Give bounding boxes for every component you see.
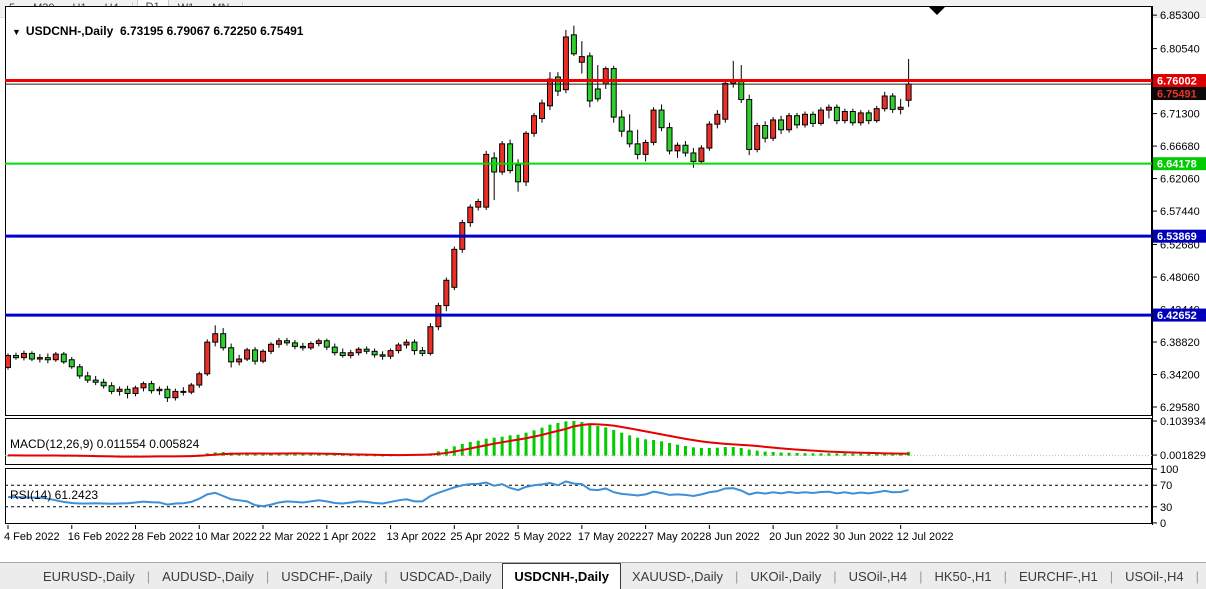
chart-tabs-bar: EURUSD-,Daily | AUDUSD-,Daily | USDCHF-,Dail… [0, 562, 1206, 589]
svg-text:6.48060: 6.48060 [1160, 272, 1200, 284]
tab-xauusd-daily[interactable]: XAUUSD-,Daily [632, 568, 724, 584]
svg-text:27 May 2022: 27 May 2022 [642, 531, 706, 543]
tab-separator: | [265, 568, 270, 584]
symbol-dropdown-icon[interactable]: ▼ [12, 27, 21, 37]
svg-text:0: 0 [1160, 518, 1166, 530]
tab-separator: | [384, 568, 388, 584]
svg-text:6.75491: 6.75491 [1157, 89, 1197, 101]
svg-text:5 May 2022: 5 May 2022 [514, 531, 571, 543]
svg-text:10 Mar 2022: 10 Mar 2022 [195, 531, 257, 543]
rsi-indicator-label: RSI(14) 61.2423 [10, 488, 99, 502]
pane-frames [5, 6, 1153, 525]
svg-text:20 Jun 2022: 20 Jun 2022 [769, 531, 830, 543]
rsi-line [8, 480, 909, 508]
tab-usdcad-daily[interactable]: USDCAD-,Daily [399, 568, 492, 584]
svg-text:12 Jul 2022: 12 Jul 2022 [897, 531, 954, 543]
svg-text:6.76002: 6.76002 [1157, 76, 1197, 88]
svg-text:13 Apr 2022: 13 Apr 2022 [387, 531, 446, 543]
tab-usoil-h4[interactable]: USOil-,H4 [848, 568, 908, 584]
svg-text:17 May 2022: 17 May 2022 [578, 531, 642, 543]
rsi-pane: 100 70 30 0 [5, 464, 1178, 530]
tab-eurchf-h1[interactable]: EURCHF-,H1 [1018, 568, 1098, 584]
price-axis: 6.85300 6.80540 6.71300 6.66680 6.62060 6.574… [1152, 10, 1200, 414]
chart-canvas[interactable]: 6.85300 6.80540 6.71300 6.66680 6.62060 6.574… [0, 0, 1206, 546]
chart-ohlc-values: 6.73195 6.79067 6.72250 6.75491 [119, 24, 304, 38]
svg-text:4 Feb 2022: 4 Feb 2022 [4, 531, 60, 543]
svg-text:100: 100 [1160, 464, 1178, 476]
date-axis: 4 Feb 2022 16 Feb 2022 28 Feb 2022 10 Mar 2… [4, 525, 954, 543]
svg-text:16 Feb 2022: 16 Feb 2022 [68, 531, 130, 543]
svg-text:30: 30 [1160, 502, 1172, 514]
tab-separator: | [146, 568, 151, 584]
tab-usdchf-daily[interactable]: USDCHF-,Daily [281, 568, 373, 584]
macd-indicator-label: MACD(12,26,9) 0.011554 0.005824 [10, 437, 200, 451]
chart-title: USDCNH-,Daily [25, 24, 114, 38]
svg-text:22 Mar 2022: 22 Mar 2022 [259, 531, 321, 543]
tab-separator: | [1003, 568, 1007, 584]
chart-area[interactable]: 6.85300 6.80540 6.71300 6.66680 6.62060 6.574… [0, 0, 1206, 562]
svg-text:0.001829: 0.001829 [1160, 450, 1206, 462]
hlines-layer [5, 79, 1152, 317]
svg-text:6.34200: 6.34200 [1160, 370, 1200, 382]
svg-text:6.71300: 6.71300 [1160, 109, 1200, 121]
svg-text:28 Feb 2022: 28 Feb 2022 [132, 531, 194, 543]
tab-usdcnh-daily[interactable]: USDCNH-,Daily [502, 563, 621, 589]
svg-text:8 Jun 2022: 8 Jun 2022 [705, 531, 759, 543]
tab-eurusd-daily[interactable]: EURUSD-,Daily [43, 568, 135, 584]
svg-text:6.42652: 6.42652 [1157, 310, 1197, 322]
svg-text:6.38820: 6.38820 [1160, 337, 1200, 349]
svg-text:6.53869: 6.53869 [1157, 231, 1197, 243]
tab-separator: | [1109, 568, 1114, 584]
svg-text:6.80540: 6.80540 [1160, 44, 1200, 56]
svg-text:0.103934: 0.103934 [1160, 416, 1206, 428]
svg-text:6.57440: 6.57440 [1160, 206, 1200, 218]
svg-text:30 Jun 2022: 30 Jun 2022 [833, 531, 894, 543]
svg-text:25 Apr 2022: 25 Apr 2022 [450, 531, 509, 543]
tab-ukoil-h4[interactable]: UKOil-,H4 [1200, 563, 1206, 589]
svg-text:1 Apr 2022: 1 Apr 2022 [323, 531, 376, 543]
svg-text:6.66680: 6.66680 [1160, 141, 1200, 153]
svg-text:70: 70 [1160, 480, 1172, 492]
tab-separator: | [919, 568, 923, 584]
macd-pane: 0.103934 0.001829 [5, 416, 1206, 462]
tab-separator: | [833, 568, 837, 584]
tab-ukoil-daily[interactable]: UKOil-,Daily [750, 568, 822, 584]
tab-hk50-h1[interactable]: HK50-,H1 [934, 568, 992, 584]
svg-text:6.85300: 6.85300 [1160, 10, 1200, 22]
tab-audusd-daily[interactable]: AUDUSD-,Daily [162, 568, 254, 584]
tab-separator: | [735, 568, 739, 584]
tab-usoil-h4[interactable]: USOil-,H4 [1125, 568, 1184, 584]
svg-text:6.62060: 6.62060 [1160, 174, 1200, 186]
tab-separator: | [1195, 568, 1199, 584]
svg-text:6.64178: 6.64178 [1157, 159, 1197, 171]
chart-title-bar: ▼ USDCNH-,Daily 6.73195 6.79067 6.72250 6… [12, 24, 303, 38]
down-triangle-marker[interactable] [929, 7, 945, 15]
svg-text:6.29580: 6.29580 [1160, 402, 1200, 414]
